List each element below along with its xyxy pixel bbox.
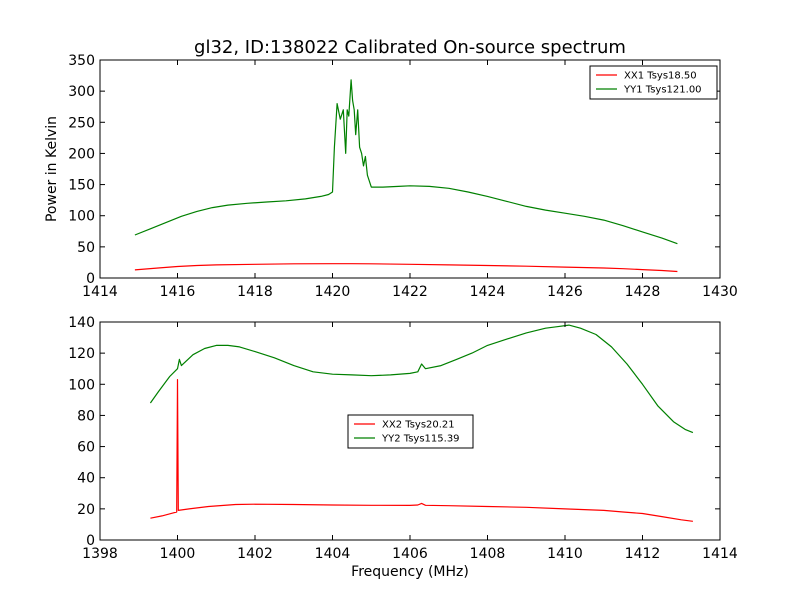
y-tick-label: 100 — [68, 209, 95, 225]
x-tick-label: 1416 — [160, 284, 196, 300]
chart-title: gl32, ID:138022 Calibrated On-source spe… — [194, 37, 626, 58]
x-tick-label: 1406 — [392, 546, 428, 562]
x-tick-label: 1418 — [237, 284, 273, 300]
x-tick-label: 1424 — [470, 284, 506, 300]
x-tick-label: 1428 — [625, 284, 661, 300]
x-tick-label: 1420 — [315, 284, 351, 300]
y-tick-label: 0 — [86, 271, 95, 287]
y-tick-label: 0 — [86, 533, 95, 549]
legend-entry: YY2 Tsys115.39 — [381, 434, 460, 445]
x-tick-label: 1402 — [237, 546, 273, 562]
x-tick-label: 1410 — [547, 546, 583, 562]
series-line-2 — [149, 324, 694, 434]
x-tick-label: 1422 — [392, 284, 428, 300]
x-tick-label: 1398 — [82, 546, 118, 562]
y-tick-label: 120 — [68, 346, 95, 362]
x-tick-label: 1414 — [702, 546, 738, 562]
x-axis-label: Frequency (MHz) — [351, 564, 469, 580]
y-tick-label: 300 — [68, 84, 95, 100]
series-line-2 — [134, 79, 678, 245]
legend-entry: XX1 Tsys18.50 — [624, 71, 697, 82]
y-tick-label: 60 — [77, 440, 95, 456]
x-tick-label: 1404 — [315, 546, 351, 562]
series-line-1 — [150, 379, 693, 522]
y-tick-label: 350 — [68, 53, 95, 69]
top-panel: 1414 1416 1418 1420 1422 1424 1426 1428 1430 0 50 1… — [44, 53, 738, 300]
legend-entry: YY1 Tsys121.00 — [623, 85, 702, 96]
y-tick-label: 150 — [68, 178, 95, 194]
y-tick-label: 50 — [77, 240, 95, 256]
x-tick-label: 1414 — [82, 284, 118, 300]
y-tick-label: 250 — [68, 115, 95, 131]
x-tick-label: 1430 — [702, 284, 738, 300]
legend-entry: XX2 Tsys20.21 — [382, 420, 455, 431]
x-tick-label: 1412 — [625, 546, 661, 562]
x-tick-label: 1408 — [470, 546, 506, 562]
legend: XX2 Tsys20.21 YY2 Tsys115.39 — [347, 414, 474, 449]
x-tick-label: 1426 — [547, 284, 583, 300]
y-axis-label: Power in Kelvin — [44, 116, 60, 222]
bottom-panel: 1398 1400 1402 1404 1406 1408 1410 1412 1414 0 20 4… — [68, 315, 738, 580]
legend: XX1 Tsys18.50 YY1 Tsys121.00 — [589, 65, 718, 100]
y-tick-label: 20 — [77, 502, 95, 518]
x-tick-label: 1400 — [160, 546, 196, 562]
y-tick-label: 40 — [77, 471, 95, 487]
y-tick-label: 80 — [77, 408, 95, 424]
y-tick-label: 100 — [68, 377, 95, 393]
y-tick-label: 140 — [68, 315, 95, 331]
legend-box — [347, 414, 474, 449]
y-tick-label: 200 — [68, 146, 95, 162]
legend-box — [589, 65, 718, 100]
series-line-1 — [134, 263, 678, 273]
